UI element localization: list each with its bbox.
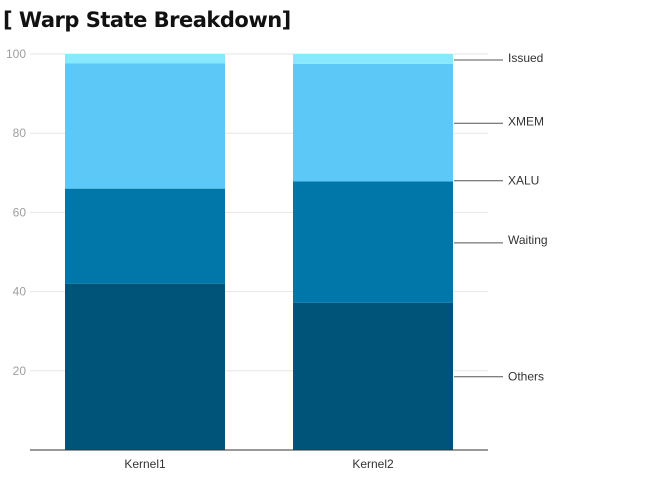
- y-tick-label: 40: [13, 285, 27, 299]
- x-tick-label: Kernel2: [352, 457, 394, 471]
- bar-kernel2-issued: [293, 54, 453, 64]
- legend-label-others: Others: [508, 370, 544, 384]
- bar-kernel2-xalu: [293, 63, 453, 182]
- bar-kernel1-waiting: [65, 188, 225, 284]
- axes: 20 40 60 80 100 Kernel1 Kernel2: [6, 47, 488, 471]
- bar-kernel1-xalu: [65, 63, 225, 189]
- legend-label-xmem: XMEM: [508, 114, 544, 128]
- legend-label-waiting: Waiting: [508, 233, 548, 247]
- y-tick-label: 20: [13, 364, 27, 378]
- legend-label-issued: Issued: [508, 51, 543, 65]
- legend: Others Waiting XALU XMEM Issued: [454, 51, 548, 384]
- bar-kernel1-others: [65, 283, 225, 450]
- chart-title: [ Warp State Breakdown]: [3, 8, 291, 32]
- bar-kernel2-waiting: [293, 181, 453, 303]
- legend-label-xalu: XALU: [508, 174, 539, 188]
- bar-kernel2-others: [293, 302, 453, 450]
- y-tick-label: 100: [6, 47, 26, 61]
- x-tick-label: Kernel1: [124, 457, 166, 471]
- bar-kernel1-issued: [65, 54, 225, 64]
- y-tick-label: 60: [13, 205, 27, 219]
- y-tick-label: 80: [13, 126, 27, 140]
- bars: [65, 54, 453, 450]
